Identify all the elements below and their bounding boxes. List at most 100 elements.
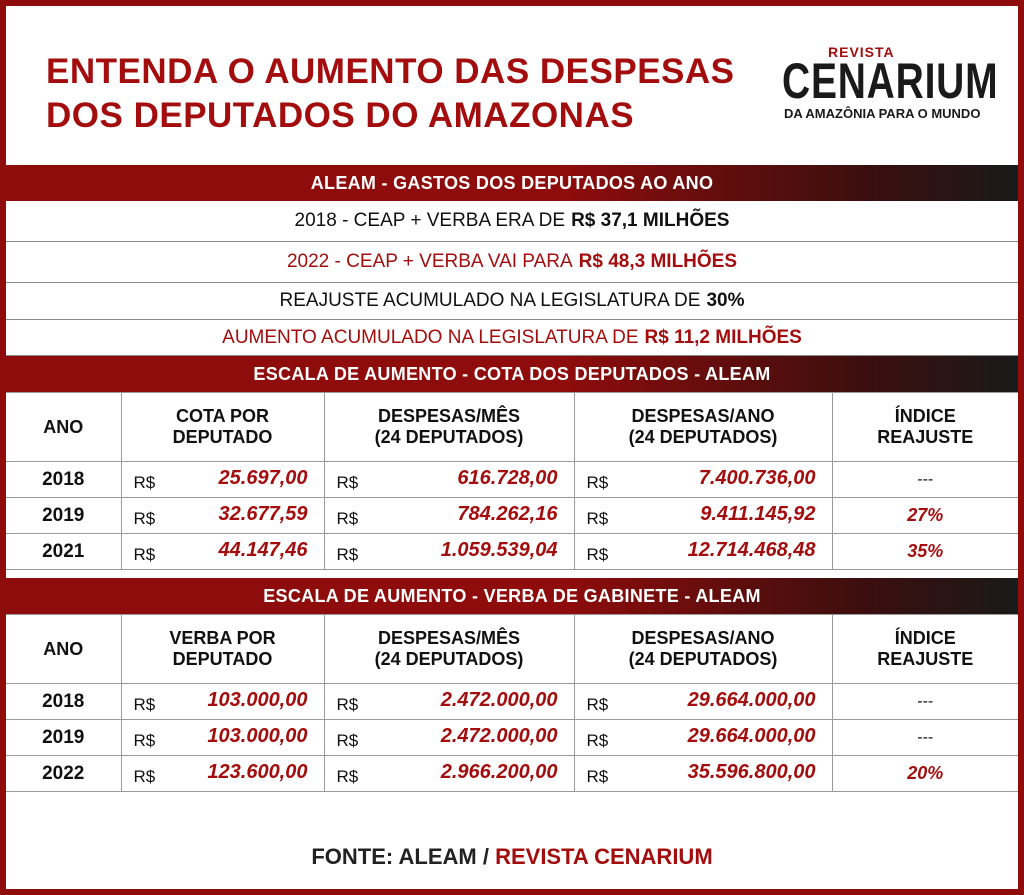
year-cell: 2021 — [6, 533, 122, 570]
adjustment-index-cell: 20% — [831, 755, 1018, 792]
money-cell: R$ 103.000,00 — [120, 719, 325, 756]
column-header-label: ANO — [43, 416, 84, 437]
money-value: 784.262,16 — [457, 503, 558, 525]
money-cell: R$ 123.600,00 — [120, 755, 325, 792]
logo-slogan: DA AMAZÔNIA PARA O MUNDO — [784, 106, 981, 121]
currency-symbol: R$ — [586, 545, 609, 564]
money-cell: R$ 32.677,59 — [120, 497, 325, 534]
currency-symbol: R$ — [133, 767, 156, 786]
money-cell: R$ 2.472.000,00 — [323, 719, 575, 756]
column-header-label: DESPESAS/MÊS (24 DEPUTADOS) — [374, 406, 524, 447]
logo-small-text: REVISTA — [828, 44, 895, 60]
summary-line-text: 2022 - CEAP + VERBA VAI PARA — [286, 251, 573, 272]
currency-symbol: R$ — [336, 473, 359, 492]
currency-symbol: R$ — [336, 695, 359, 714]
column-header-label: ÍNDICE REAJUSTE — [877, 628, 974, 669]
summary-header: ALEAM - GASTOS DOS DEPUTADOS AO ANO — [6, 165, 1018, 201]
footer-source: REVISTA CENARIUM — [495, 844, 713, 869]
footer-prefix: FONTE: ALEAM / — [311, 844, 496, 869]
money-cell: R$ 7.400.736,00 — [573, 461, 833, 498]
adjustment-index-cell: --- — [831, 719, 1018, 756]
money-cell: R$ 25.697,00 — [120, 461, 325, 498]
adjustment-index-cell: 35% — [831, 533, 1018, 570]
summary-line: 2022 - CEAP + VERBA VAI PARA R$ 48,3 MILH… — [6, 242, 1018, 283]
money-value: 123.600,00 — [207, 761, 308, 783]
money-cell: R$ 29.664.000,00 — [573, 683, 833, 720]
year-cell: 2022 — [6, 755, 122, 792]
summary-line: AUMENTO ACUMULADO NA LEGISLATURA DE R$ 11… — [6, 320, 1018, 356]
adjustment-index-cell: --- — [831, 683, 1018, 720]
summary-line: 2018 - CEAP + VERBA ERA DE R$ 37,1 MILHÕE… — [6, 201, 1018, 242]
currency-symbol: R$ — [586, 473, 609, 492]
column-header: DESPESAS/MÊS (24 DEPUTADOS) — [323, 392, 575, 462]
table-row: 2019 R$ 103.000,00 R$ 2.472.000,00 R$ 29.664.0… — [6, 719, 1018, 756]
money-value: 9.411.145,92 — [700, 503, 816, 525]
table-row: 2021 R$ 44.147,46 R$ 1.059.539,04 R$ 12.714.46… — [6, 533, 1018, 570]
summary-line-text: REAJUSTE ACUMULADO NA LEGISLATURA DE — [279, 290, 701, 311]
table-header-row: ANO COTA POR DEPUTADO DESPESAS/MÊS (24 DEP… — [6, 392, 1018, 462]
column-header: DESPESAS/ANO (24 DEPUTADOS) — [573, 392, 833, 462]
year-cell: 2018 — [6, 461, 122, 498]
currency-symbol: R$ — [336, 545, 359, 564]
verba-table: ANO VERBA POR DEPUTADO DESPESAS/MÊS (24 DE… — [6, 614, 1018, 792]
money-value: 32.677,59 — [218, 503, 308, 525]
page-title: ENTENDA O AUMENTO DAS DESPESAS DOS DEPUT… — [46, 50, 786, 138]
currency-symbol: R$ — [336, 767, 359, 786]
verba-header: ESCALA DE AUMENTO - VERBA DE GABINETE - … — [6, 578, 1018, 614]
year-cell: 2019 — [6, 497, 122, 534]
column-header-label: ANO — [43, 638, 84, 659]
source-footer: FONTE: ALEAM / REVISTA CENARIUM — [6, 844, 1018, 870]
money-value: 29.664.000,00 — [687, 689, 816, 711]
cota-table: ANO COTA POR DEPUTADO DESPESAS/MÊS (24 DEP… — [6, 392, 1018, 570]
summary-line-value: R$ 37,1 MILHÕES — [571, 210, 730, 231]
adjustment-index-cell: --- — [831, 461, 1018, 498]
money-value: 2.472.000,00 — [440, 725, 558, 747]
column-header: DESPESAS/MÊS (24 DEPUTADOS) — [323, 614, 575, 684]
money-cell: R$ 2.966.200,00 — [323, 755, 575, 792]
money-value: 2.966.200,00 — [440, 761, 558, 783]
column-header: DESPESAS/ANO (24 DEPUTADOS) — [573, 614, 833, 684]
money-value: 616.728,00 — [457, 467, 558, 489]
money-cell: R$ 1.059.539,04 — [323, 533, 575, 570]
column-header-label: DESPESAS/ANO (24 DEPUTADOS) — [628, 406, 778, 447]
summary-line-value: R$ 48,3 MILHÕES — [578, 251, 738, 272]
logo-wordmark: CENARIUM — [782, 53, 999, 109]
money-cell: R$ 103.000,00 — [120, 683, 325, 720]
money-cell: R$ 9.411.145,92 — [573, 497, 833, 534]
money-cell: R$ 784.262,16 — [323, 497, 575, 534]
summary-line-value: R$ 11,2 MILHÕES — [644, 326, 802, 348]
column-header-label: DESPESAS/ANO (24 DEPUTADOS) — [628, 628, 778, 669]
year-cell: 2019 — [6, 719, 122, 756]
column-header-label: COTA POR DEPUTADO — [172, 406, 273, 447]
currency-symbol: R$ — [133, 695, 156, 714]
currency-symbol: R$ — [336, 509, 359, 528]
column-header: ÍNDICE REAJUSTE — [831, 614, 1018, 684]
cota-header: ESCALA DE AUMENTO - COTA DOS DEPUTADOS -… — [6, 356, 1018, 392]
money-value: 29.664.000,00 — [687, 725, 816, 747]
money-value: 12.714.468,48 — [687, 539, 816, 561]
currency-symbol: R$ — [336, 731, 359, 750]
currency-symbol: R$ — [586, 767, 609, 786]
currency-symbol: R$ — [586, 509, 609, 528]
column-header-label: ÍNDICE REAJUSTE — [877, 406, 974, 447]
column-header-label: VERBA POR DEPUTADO — [169, 628, 276, 669]
money-cell: R$ 616.728,00 — [323, 461, 575, 498]
money-cell: R$ 44.147,46 — [120, 533, 325, 570]
column-header: VERBA POR DEPUTADO — [120, 614, 325, 684]
currency-symbol: R$ — [586, 731, 609, 750]
column-header: COTA POR DEPUTADO — [120, 392, 325, 462]
money-cell: R$ 29.664.000,00 — [573, 719, 833, 756]
currency-symbol: R$ — [133, 731, 156, 750]
money-cell: R$ 35.596.800,00 — [573, 755, 833, 792]
currency-symbol: R$ — [133, 545, 156, 564]
money-cell: R$ 12.714.468,48 — [573, 533, 833, 570]
currency-symbol: R$ — [586, 695, 609, 714]
money-value: 2.472.000,00 — [440, 689, 558, 711]
column-header: ANO — [6, 392, 122, 462]
brand-logo: REVISTA CENARIUM DA AMAZÔNIA PARA O MUND… — [782, 44, 999, 124]
money-value: 25.697,00 — [218, 467, 308, 489]
summary-line-text: AUMENTO ACUMULADO NA LEGISLATURA DE — [222, 326, 639, 348]
adjustment-index-cell: 27% — [831, 497, 1018, 534]
title-line-1: ENTENDA O AUMENTO DAS DESPESAS — [46, 52, 735, 91]
